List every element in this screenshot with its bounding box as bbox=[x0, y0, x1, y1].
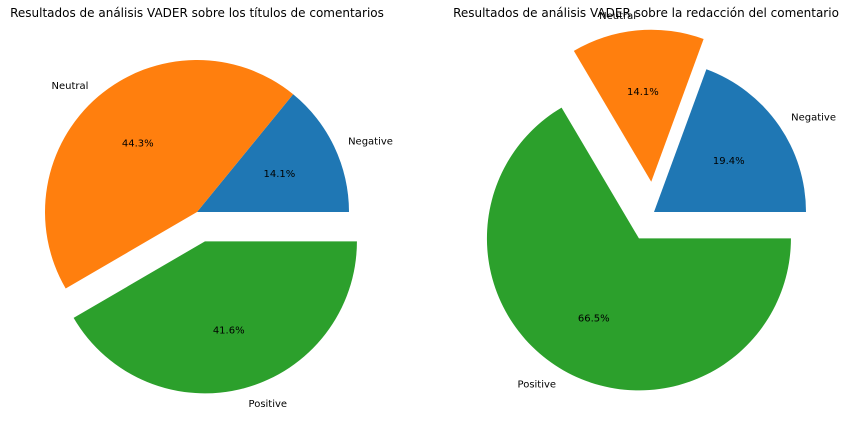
chart-title-body: Resultados de análisis VADER sobre la re… bbox=[453, 6, 839, 20]
pie-category-label: Negative bbox=[348, 136, 393, 147]
pie-category-label: Negative bbox=[791, 112, 836, 123]
pie-slice-positive bbox=[486, 107, 791, 391]
pie-category-label: Positive bbox=[518, 380, 557, 391]
pie-slice-positive bbox=[73, 241, 357, 394]
pie-percent-label: 44.3% bbox=[122, 139, 154, 150]
pie-slice-neutral bbox=[45, 60, 294, 289]
pie-slice-neutral bbox=[573, 29, 704, 182]
pie-percent-label: 14.1% bbox=[627, 87, 659, 98]
pie-chart-titles: Resultados de análisis VADER sobre los t… bbox=[10, 6, 393, 410]
chart-title-titles: Resultados de análisis VADER sobre los t… bbox=[10, 6, 384, 20]
pie-percent-label: 66.5% bbox=[578, 314, 610, 325]
pie-category-label: Positive bbox=[249, 399, 288, 410]
pie-percent-label: 41.6% bbox=[213, 325, 245, 336]
pie-category-label: Neutral bbox=[599, 11, 636, 22]
pie-percent-label: 14.1% bbox=[264, 169, 296, 180]
pie-slice-negative bbox=[197, 94, 349, 212]
pie-slice-negative bbox=[654, 69, 806, 212]
pie-percent-label: 19.4% bbox=[713, 156, 745, 167]
pie-category-label: Neutral bbox=[51, 81, 88, 92]
pie-chart-body: Resultados de análisis VADER sobre la re… bbox=[453, 6, 839, 391]
